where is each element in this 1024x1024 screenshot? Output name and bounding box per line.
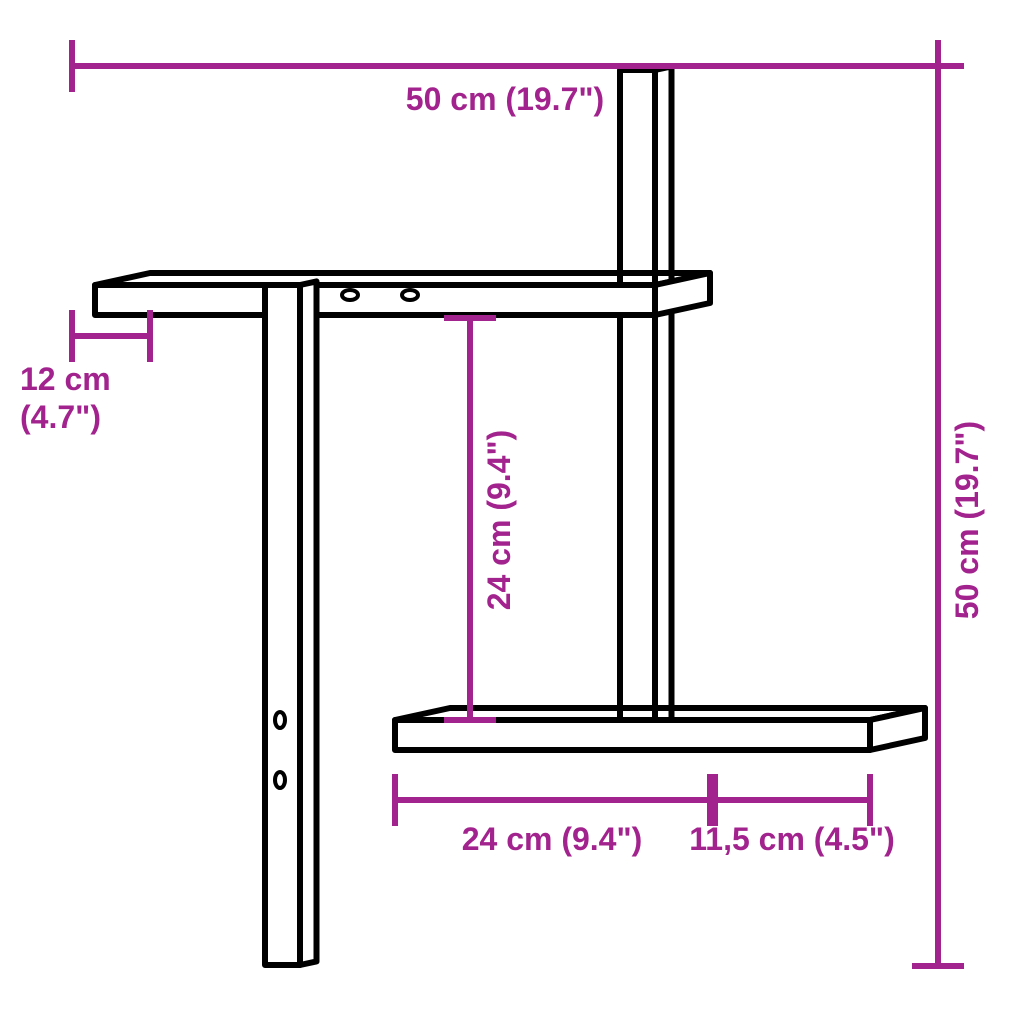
dim-label-width: 50 cm (19.7") <box>406 81 604 117</box>
dim-label-gap-vertical: 24 cm (9.4") <box>481 430 517 611</box>
dim-label-height: 50 cm (19.7") <box>949 421 985 619</box>
dim-label-depth-cm: 12 cm <box>20 361 111 397</box>
dim-label-gap-horizontal: 24 cm (9.4") <box>462 821 643 857</box>
dim-label-edge: 11,5 cm (4.5") <box>689 821 895 857</box>
dim-label-depth-in: (4.7") <box>20 399 101 435</box>
